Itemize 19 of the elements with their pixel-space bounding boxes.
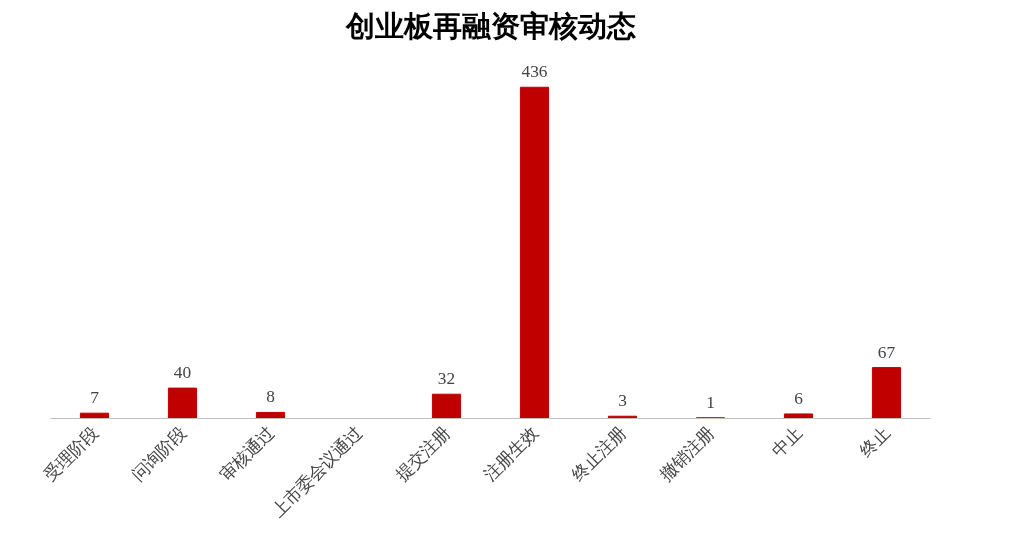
x-tick-label: 终止 [855,422,894,461]
data-label: 8 [266,387,275,407]
data-label: 3 [618,391,627,411]
x-tick-label: 受理阶段 [39,422,102,485]
data-label: 6 [794,388,804,408]
x-tick-label: 问询阶段 [127,422,190,485]
x-tick-label: 提交注册 [391,422,454,485]
data-label: 436 [521,62,548,82]
x-tick-label: 中止 [767,422,806,461]
x-tick-label: 注册生效 [479,422,542,485]
x-tick-label: 撤销注册 [655,422,718,485]
x-tick-label: 终止注册 [567,422,630,485]
data-label: 1 [706,392,715,412]
data-label: 7 [90,388,100,408]
data-label: 67 [877,342,896,362]
data-label: 40 [173,363,192,383]
data-label: 32 [437,369,456,389]
x-tick-label: 审核通过 [215,422,278,485]
chart-title: 创业板再融资审核动态 [344,7,636,43]
